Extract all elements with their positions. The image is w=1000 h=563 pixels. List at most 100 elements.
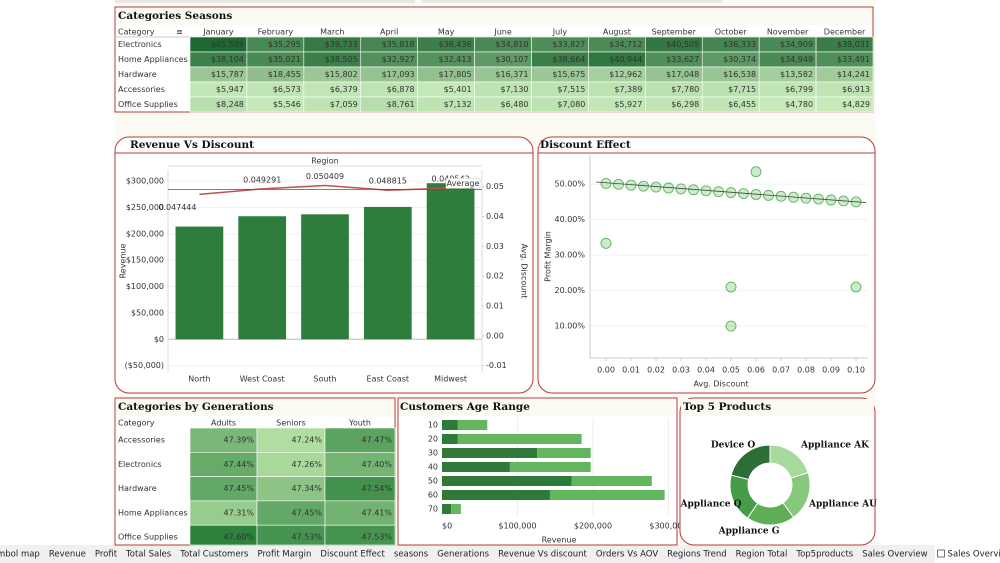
bar <box>238 216 287 340</box>
reference-label: Average <box>447 179 480 188</box>
panel-title: Top 5 Products <box>683 401 771 413</box>
x-tick-label: 0.01 <box>622 366 640 375</box>
sheet-tab[interactable]: Profit <box>95 550 118 560</box>
title-bar <box>116 8 872 25</box>
sort-icon: ≡ <box>176 28 183 37</box>
x-tick-label: $0 <box>442 522 452 531</box>
cell-value: $33,627 <box>666 55 699 64</box>
donut-label: Appliance AU <box>808 500 877 510</box>
column-header: June <box>493 28 512 37</box>
heat-cell <box>256 451 326 477</box>
cell-value: $12,962 <box>609 70 642 79</box>
column-header: May <box>438 28 455 37</box>
y2-tick-label: 0.05 <box>486 182 504 191</box>
row-header: Electronics <box>118 40 162 49</box>
sheet-tab[interactable]: Sales Overview <box>862 550 927 560</box>
sheet-tab[interactable]: mbol map <box>0 550 40 560</box>
cell-value: $7,780 <box>671 85 699 94</box>
x-tick-label: Midwest <box>434 375 467 384</box>
sheet-tab[interactable]: Generations <box>437 550 489 560</box>
column-header: April <box>380 28 398 37</box>
cell-value: $7,132 <box>444 100 472 109</box>
cell-value: $35,021 <box>268 55 301 64</box>
column-header: August <box>603 28 631 37</box>
cell-value: $17,048 <box>666 70 699 79</box>
panel-title: Discount Effect <box>540 139 631 151</box>
donut-segment <box>730 444 771 481</box>
cell-value: $18,455 <box>268 70 301 79</box>
data-label: 0.049291 <box>243 175 281 184</box>
column-header: November <box>767 28 809 37</box>
scatter-point <box>600 237 612 249</box>
cell-value: $17,093 <box>382 70 415 79</box>
column-header: September <box>652 28 697 37</box>
y-tick-label: 40.00% <box>554 215 585 224</box>
sheet-tab[interactable]: Orders Vs AOV <box>596 550 658 560</box>
cell-value: $40,505 <box>666 40 699 49</box>
x-tick-label: $300,000 <box>649 522 687 531</box>
y-tick-label: 10 <box>428 421 438 430</box>
tab-icon <box>937 549 945 558</box>
y2-axis-title: Avg. Discount <box>520 243 529 298</box>
cell-value: 47.45% <box>291 508 322 517</box>
row-header: Office Supplies <box>118 533 178 542</box>
heat-cell <box>815 96 874 113</box>
cell-value: 47.24% <box>291 436 322 445</box>
x-tick-label: 0.07 <box>772 366 790 375</box>
title-bar <box>681 399 874 416</box>
cell-value: $13,582 <box>780 70 813 79</box>
heat-cell <box>324 427 396 453</box>
cell-value: 47.53% <box>291 533 322 542</box>
sheet-tab[interactable]: Total Customers <box>179 550 249 560</box>
bar-segment <box>442 476 572 486</box>
y-tick-label: $200,000 <box>126 229 164 238</box>
y-tick-label: 60 <box>428 491 438 500</box>
bar-segment <box>442 420 458 430</box>
reference-label-bg <box>445 178 481 189</box>
row-header: Accessories <box>118 436 165 445</box>
cell-value: $15,787 <box>211 70 244 79</box>
row-header: Accessories <box>118 85 165 94</box>
sheet-tab[interactable]: Total Sales <box>125 550 172 560</box>
heat-cell <box>189 427 258 453</box>
scatter-point <box>750 166 762 178</box>
sheet-tab[interactable]: Region Total <box>736 550 788 560</box>
panel <box>537 136 876 394</box>
sheet-tab[interactable]: Profit Margin <box>258 550 312 560</box>
bar <box>363 206 412 340</box>
column-header: March <box>320 28 344 37</box>
y-tick-label: 20 <box>428 435 438 444</box>
cell-value: $7,715 <box>728 85 756 94</box>
y-tick-label: 70 <box>428 505 438 514</box>
y-tick-label: $250,000 <box>126 203 164 212</box>
sheet-tab[interactable]: Discount Effect <box>320 550 385 560</box>
cell-value: $5,947 <box>216 85 244 94</box>
panel-title: Revenue Vs Discount <box>130 139 254 151</box>
cell-value: 47.31% <box>223 508 254 517</box>
cell-value: $34,712 <box>609 40 642 49</box>
row-header: Electronics <box>118 460 162 469</box>
cell-value: $5,546 <box>273 100 301 109</box>
cell-value: $30,107 <box>495 55 528 64</box>
sheet-tab[interactable]: Revenue Vs discount <box>498 550 587 560</box>
panel-title: Categories by Generations <box>118 401 274 413</box>
y-tick-label: 40 <box>428 463 438 472</box>
heat-cell <box>324 451 396 477</box>
y-tick-label: $150,000 <box>126 256 164 265</box>
active-sheet-tab[interactable]: Sales Overview 2 <box>948 550 1000 560</box>
column-header: Seniors <box>276 419 306 428</box>
sheet-tab[interactable]: Regions Trend <box>667 550 727 560</box>
row-header: Office Supplies <box>118 100 178 109</box>
cell-value: $16,371 <box>495 70 528 79</box>
y2-tick-label: 0.04 <box>486 212 504 221</box>
heat-cell <box>324 476 396 502</box>
sheet-tab[interactable]: Top5products <box>795 550 853 560</box>
cell-value: $7,130 <box>501 85 529 94</box>
sheet-tab[interactable]: seasons <box>394 550 429 560</box>
x-tick-label: 0.08 <box>797 366 815 375</box>
sheet-tab[interactable]: Revenue <box>49 550 86 560</box>
bar-segment <box>509 462 591 472</box>
column-header: February <box>258 28 294 37</box>
column-header: Adults <box>211 419 236 428</box>
x-tick-label: $200,000 <box>574 522 612 531</box>
